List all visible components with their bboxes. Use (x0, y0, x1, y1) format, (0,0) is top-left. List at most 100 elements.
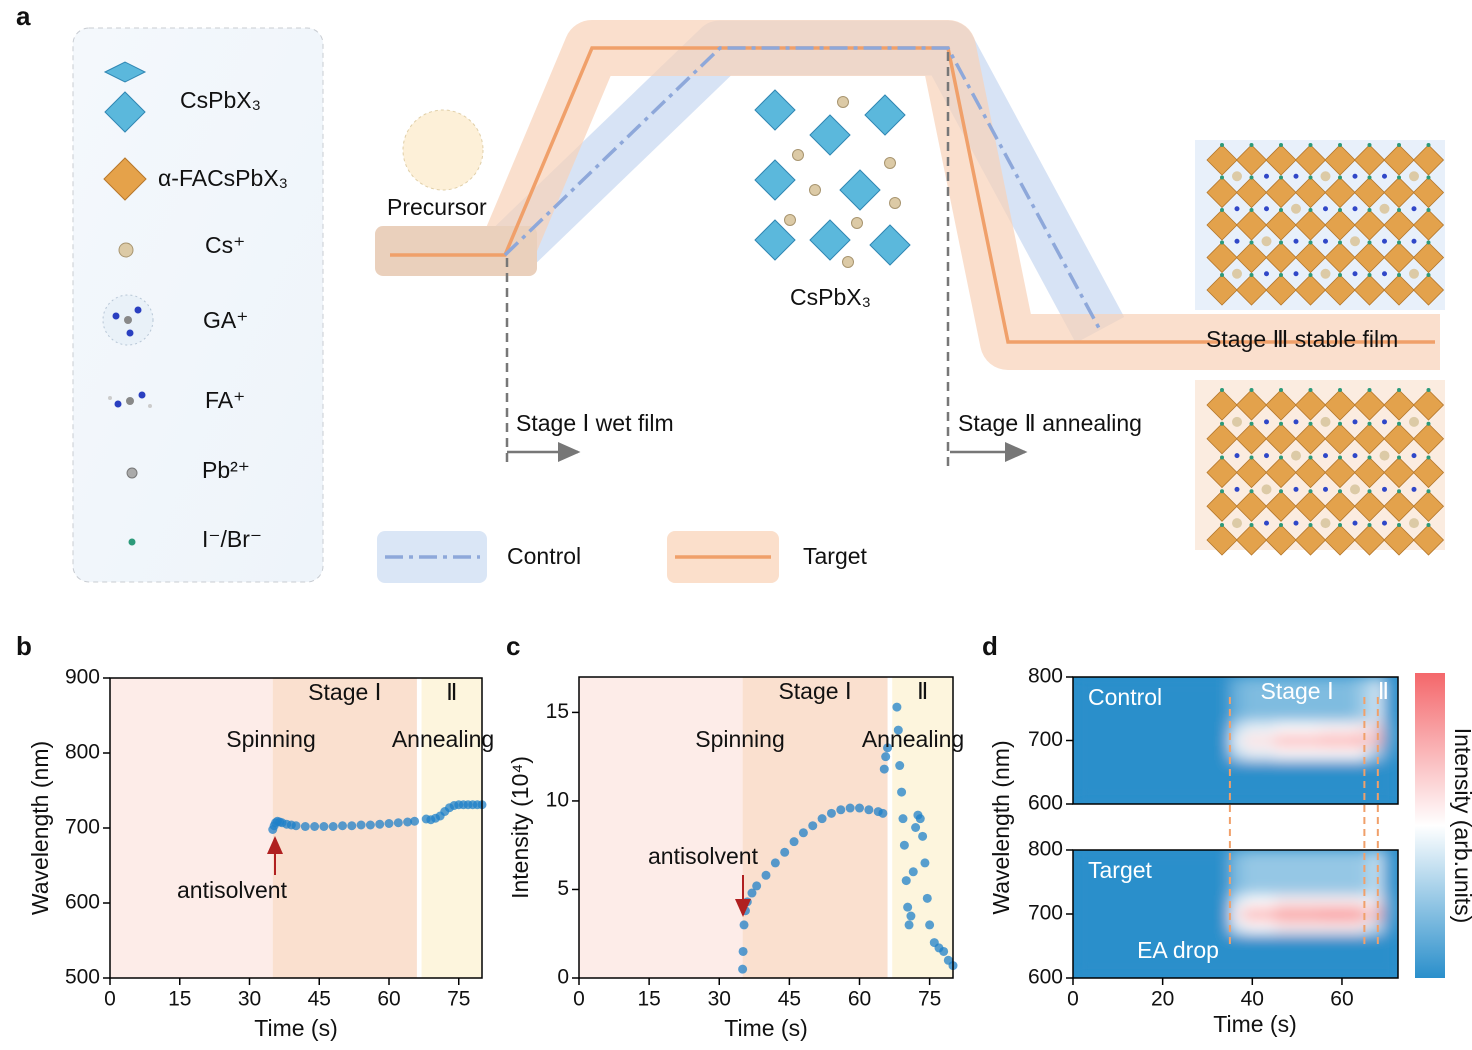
cation (1382, 419, 1387, 425)
heatmap-cell (1319, 734, 1356, 748)
halide (1338, 421, 1342, 426)
heatmap-cell (1229, 907, 1244, 921)
icon (103, 61, 147, 83)
halide (1338, 388, 1342, 392)
octahedron (1383, 241, 1415, 274)
heatmap-cell (1229, 759, 1244, 804)
x-tick-label: 30 (238, 988, 261, 1011)
octahedron (1353, 209, 1386, 241)
octahedron (1265, 209, 1297, 241)
octahedron (1383, 524, 1415, 556)
octahedron (1235, 241, 1268, 274)
octahedron (1294, 274, 1327, 306)
halide (1397, 208, 1401, 212)
halide (1397, 175, 1401, 180)
halide (1338, 240, 1342, 245)
heatmap-cell (1319, 920, 1356, 934)
halide (1397, 143, 1401, 147)
cation (1352, 206, 1358, 212)
heatmap-cell (1274, 894, 1321, 909)
octahedron (1235, 456, 1268, 489)
point (903, 902, 913, 912)
octahedron (1383, 490, 1415, 522)
point (410, 816, 420, 826)
charts: Stage Ⅰ Ⅱ0 15 30 45 60 75500600700800900Spinni… (16, 631, 1472, 1041)
octahedron (1265, 274, 1297, 306)
stage-label: Stage Ⅰ (778, 678, 851, 704)
halide (1426, 273, 1431, 277)
heatmap-cell (1073, 759, 1231, 804)
cation (1320, 268, 1331, 279)
octahedron (754, 159, 796, 201)
octahedron (1383, 176, 1415, 209)
icon (126, 397, 134, 405)
point (893, 725, 903, 735)
x-tick-label: 60 (848, 988, 871, 1011)
heatmap-cell (1274, 721, 1321, 735)
halide (1279, 240, 1283, 245)
panel-name: Control (1088, 684, 1162, 710)
y-tick-label: 600 (1028, 966, 1063, 989)
halide (1308, 175, 1313, 180)
y-tick-label: 800 (65, 741, 100, 764)
heatmap-cell (1274, 759, 1321, 804)
heatmap-cell (1274, 933, 1321, 978)
cation (1234, 486, 1240, 492)
legend-item: Pb²⁺ (202, 457, 250, 483)
octahedron (1383, 144, 1415, 176)
heatmap-cell (1364, 920, 1370, 934)
octahedron (1353, 241, 1386, 274)
heatmap-cell (1382, 920, 1398, 934)
diagram-label: Precursor (387, 194, 487, 220)
colorbar-label: Intensity (arb.units) (1450, 728, 1472, 924)
cation (1411, 453, 1417, 459)
point (742, 897, 752, 907)
halide (1367, 208, 1372, 212)
heatmap-cell (1355, 721, 1365, 735)
halide (1308, 273, 1313, 277)
octahedron (1235, 274, 1268, 306)
heatmap-cell (1229, 850, 1244, 896)
cation (1232, 518, 1242, 529)
y-tick-label: 600 (1028, 792, 1063, 815)
point (904, 920, 914, 930)
point (878, 808, 888, 818)
heatmap-cell (1355, 907, 1365, 921)
x-axis-title: Time (s) (254, 1015, 337, 1041)
cation (1232, 171, 1242, 182)
cation (1352, 419, 1358, 425)
heatmap-cell (1243, 734, 1276, 748)
halide (1220, 523, 1224, 527)
octahedron (1265, 524, 1297, 556)
point (922, 893, 932, 903)
x-tick-label: 40 (1241, 988, 1264, 1011)
y-tick-label: 900 (65, 666, 100, 689)
x-tick-label: 0 (1067, 988, 1079, 1011)
annotation: Annealing (392, 726, 494, 752)
x-axis-title: Time (s) (1213, 1011, 1296, 1037)
halide (1397, 273, 1401, 277)
heatmap-cell (1319, 721, 1356, 735)
cation (1350, 236, 1360, 247)
octahedron (1353, 274, 1386, 306)
octahedron (1412, 176, 1445, 209)
cation (1264, 520, 1269, 526)
heatmap-cell (1364, 746, 1370, 761)
point (892, 702, 902, 712)
halide (1249, 489, 1254, 494)
heatmap-cell (1355, 894, 1365, 909)
cation (1409, 518, 1419, 529)
x-tick-label: 45 (308, 988, 331, 1011)
octahedron (1353, 176, 1386, 209)
heatmap-cell (1229, 746, 1244, 761)
octahedron (1353, 423, 1386, 455)
crystals (754, 89, 911, 268)
icon (108, 396, 112, 400)
heatmap-cell (1364, 677, 1370, 722)
legend-item: I⁻/Br⁻ (202, 526, 262, 552)
icon (138, 391, 146, 399)
octahedron (1324, 274, 1356, 306)
halide (1397, 523, 1401, 527)
heatmap-cell (1274, 920, 1321, 934)
y-tick-label: 15 (546, 700, 569, 723)
